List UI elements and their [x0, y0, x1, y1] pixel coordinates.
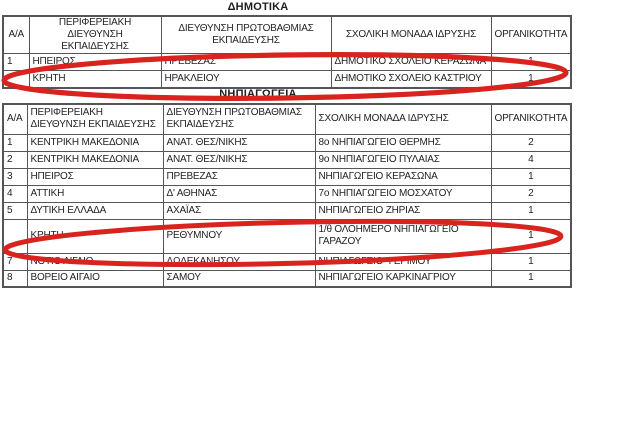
cell-aa: 2	[2, 150, 28, 169]
table-row-highlighted: ΚΡΗΤΗ ΡΕΘΥΜΝΟΥ 1/θ ΟΛΟΗΜΕΡΟ ΝΗΠΙΑΓΩΓΕΙΟ …	[2, 218, 572, 254]
table-row: 7 ΝΟΤΙΟ ΑΙΓΑΙΟ ΔΩΔΕΚΑΝΗΣΟΥ ΝΗΠΙΑΓΩΓΕΙΟ Ψ…	[2, 252, 572, 271]
table-row: 5 ΔΥΤΙΚΗ ΕΛΛΑΔΑ ΑΧΑΪΑΣ ΝΗΠΙΑΓΩΓΕΙΟ ΖΗΡΙΑ…	[2, 201, 572, 220]
cell-aa: 1	[2, 53, 30, 71]
cell-aa: 4	[2, 184, 28, 203]
table-row-highlighted: ΚΡΗΤΗ ΗΡΑΚΛΕΙΟΥ ΔΗΜΟΤΙΚΟ ΣΧΟΛΕΙΟ ΚΑΣΤΡΙΟ…	[2, 70, 572, 88]
cell-directorate: ΡΕΘΥΜΝΟΥ	[162, 218, 316, 254]
cell-aa	[2, 218, 28, 254]
cell-region: ΚΡΗΤΗ	[26, 218, 164, 254]
cell-directorate: ΑΝΑΤ. ΘΕΣ/ΝΙΚΗΣ	[162, 133, 316, 152]
dimotika-header-row: Α/Α ΠΕΡΙΦΕΡΕΙΑΚΗ ΔΙΕΥΘΥΝΣΗ ΕΚΠΑΙΔΕΥΣΗΣ Δ…	[2, 15, 572, 54]
nipiagogeia-table: Α/Α ΠΕΡΙΦΕΡΕΙΑΚΗ ΔΙΕΥΘΥΝΣΗ ΕΚΠΑΙΔΕΥΣΗΣ Δ…	[2, 103, 572, 288]
cell-directorate: ΗΡΑΚΛΕΙΟΥ	[160, 70, 332, 88]
cell-directorate: ΣΑΜΟΥ	[162, 269, 316, 288]
cell-region: ΚΡΗΤΗ	[28, 70, 162, 88]
cell-school: ΔΗΜΟΤΙΚΟ ΣΧΟΛΕΙΟ ΚΕΡΑΣΩΝΑ	[330, 53, 492, 71]
cell-region: ΗΠΕΙΡΟΣ	[26, 167, 164, 186]
nipiagogeia-header-row: Α/Α ΠΕΡΙΦΕΡΕΙΑΚΗ ΔΙΕΥΘΥΝΣΗ ΕΚΠΑΙΔΕΥΣΗΣ Δ…	[2, 103, 572, 135]
cell-school: 9ο ΝΗΠΙΑΓΩΓΕΙΟ ΠΥΛΑΙΑΣ	[314, 150, 492, 169]
cell-organicity: 1	[490, 218, 572, 254]
cell-region: ΔΥΤΙΚΗ ΕΛΛΑΔΑ	[26, 201, 164, 220]
column-header-regional-directorate: ΠΕΡΙΦΕΡΕΙΑΚΗ ΔΙΕΥΘΥΝΣΗ ΕΚΠΑΙΔΕΥΣΗΣ	[28, 15, 162, 54]
column-header-school-unit: ΣΧΟΛΙΚΗ ΜΟΝΑΔΑ ΙΔΡΥΣΗΣ	[330, 15, 492, 54]
column-header-aa: Α/Α	[2, 103, 28, 135]
cell-region: ΚΕΝΤΡΙΚΗ ΜΑΚΕΔΟΝΙΑ	[26, 133, 164, 152]
column-header-regional-directorate: ΠΕΡΙΦΕΡΕΙΑΚΗ ΔΙΕΥΘΥΝΣΗ ΕΚΠΑΙΔΕΥΣΗΣ	[26, 103, 164, 135]
column-header-primary-directorate: ΔΙΕΥΘΥΝΣΗ ΠΡΩΤΟΒΑΘΜΙΑΣ ΕΚΠΑΙΔΕΥΣΗΣ	[162, 103, 316, 135]
cell-school: 1/θ ΟΛΟΗΜΕΡΟ ΝΗΠΙΑΓΩΓΕΙΟ ΓΑΡΑΖΟΥ	[314, 218, 492, 254]
cell-school: ΝΗΠΙΑΓΩΓΕΙΟ ΖΗΡΙΑΣ	[314, 201, 492, 220]
table-row: 4 ΑΤΤΙΚΗ Δ' ΑΘΗΝΑΣ 7ο ΝΗΠΙΑΓΩΓΕΙΟ ΜΟΣΧΑΤ…	[2, 184, 572, 203]
cell-organicity: 1	[490, 70, 572, 88]
cell-organicity: 4	[490, 150, 572, 169]
column-header-primary-directorate: ΔΙΕΥΘΥΝΣΗ ΠΡΩΤΟΒΑΘΜΙΑΣ ΕΚΠΑΙΔΕΥΣΗΣ	[160, 15, 332, 54]
cell-school: 8ο ΝΗΠΙΑΓΩΓΕΙΟ ΘΕΡΜΗΣ	[314, 133, 492, 152]
cell-organicity: 2	[490, 184, 572, 203]
cell-school: ΝΗΠΙΑΓΩΓΕΙΟ ΚΑΡΚΙΝΑΓΡΙΟΥ	[314, 269, 492, 288]
table-row: 8 ΒΟΡΕΙΟ ΑΙΓΑΙΟ ΣΑΜΟΥ ΝΗΠΙΑΓΩΓΕΙΟ ΚΑΡΚΙΝ…	[2, 269, 572, 288]
cell-region: ΗΠΕΙΡΟΣ	[28, 53, 162, 71]
cell-region: ΝΟΤΙΟ ΑΙΓΑΙΟ	[26, 252, 164, 271]
cell-aa: 8	[2, 269, 28, 288]
cell-school: ΝΗΠΙΑΓΩΓΕΙΟ ΨΕΡΙΜΟΥ	[314, 252, 492, 271]
cell-organicity: 1	[490, 167, 572, 186]
cell-region: ΑΤΤΙΚΗ	[26, 184, 164, 203]
cell-directorate: ΠΡΕΒΕΖΑΣ	[160, 53, 332, 71]
cell-aa: 5	[2, 201, 28, 220]
cell-aa	[2, 70, 30, 88]
cell-school: ΔΗΜΟΤΙΚΟ ΣΧΟΛΕΙΟ ΚΑΣΤΡΙΟΥ	[330, 70, 492, 88]
cell-school: 7ο ΝΗΠΙΑΓΩΓΕΙΟ ΜΟΣΧΑΤΟΥ	[314, 184, 492, 203]
table-row: 2 ΚΕΝΤΡΙΚΗ ΜΑΚΕΔΟΝΙΑ ΑΝΑΤ. ΘΕΣ/ΝΙΚΗΣ 9ο …	[2, 150, 572, 169]
cell-directorate: Δ' ΑΘΗΝΑΣ	[162, 184, 316, 203]
column-header-school-unit: ΣΧΟΛΙΚΗ ΜΟΝΑΔΑ ΙΔΡΥΣΗΣ	[314, 103, 492, 135]
table-row: 1 ΗΠΕΙΡΟΣ ΠΡΕΒΕΖΑΣ ΔΗΜΟΤΙΚΟ ΣΧΟΛΕΙΟ ΚΕΡΑ…	[2, 53, 572, 71]
cell-aa: 7	[2, 252, 28, 271]
cell-directorate: ΔΩΔΕΚΑΝΗΣΟΥ	[162, 252, 316, 271]
cell-region: ΒΟΡΕΙΟ ΑΙΓΑΙΟ	[26, 269, 164, 288]
dimotika-table: Α/Α ΠΕΡΙΦΕΡΕΙΑΚΗ ΔΙΕΥΘΥΝΣΗ ΕΚΠΑΙΔΕΥΣΗΣ Δ…	[2, 15, 572, 89]
cell-directorate: ΠΡΕΒΕΖΑΣ	[162, 167, 316, 186]
cell-aa: 1	[2, 133, 28, 152]
column-header-aa: Α/Α	[2, 15, 30, 54]
cell-organicity: 1	[490, 269, 572, 288]
cell-directorate: ΑΝΑΤ. ΘΕΣ/ΝΙΚΗΣ	[162, 150, 316, 169]
column-header-organicity: ΟΡΓΑΝΙΚΟΤΗΤΑ	[490, 15, 572, 54]
cell-organicity: 1	[490, 252, 572, 271]
cell-region: ΚΕΝΤΡΙΚΗ ΜΑΚΕΔΟΝΙΑ	[26, 150, 164, 169]
cell-school: ΝΗΠΙΑΓΩΓΕΙΟ ΚΕΡΑΣΩΝΑ	[314, 167, 492, 186]
cell-organicity: 1	[490, 201, 572, 220]
cell-organicity: 1	[490, 53, 572, 71]
column-header-organicity: ΟΡΓΑΝΙΚΟΤΗΤΑ	[490, 103, 572, 135]
cell-directorate: ΑΧΑΪΑΣ	[162, 201, 316, 220]
cell-aa: 3	[2, 167, 28, 186]
section-title-nipiagogeia: ΝΗΠΙΑΓΩΓΕΙΑ	[219, 88, 297, 100]
table-row: 3 ΗΠΕΙΡΟΣ ΠΡΕΒΕΖΑΣ ΝΗΠΙΑΓΩΓΕΙΟ ΚΕΡΑΣΩΝΑ …	[2, 167, 572, 186]
section-title-dimotika: ΔΗΜΟΤΙΚΑ	[227, 1, 289, 13]
cell-organicity: 2	[490, 133, 572, 152]
table-row: 1 ΚΕΝΤΡΙΚΗ ΜΑΚΕΔΟΝΙΑ ΑΝΑΤ. ΘΕΣ/ΝΙΚΗΣ 8ο …	[2, 133, 572, 152]
